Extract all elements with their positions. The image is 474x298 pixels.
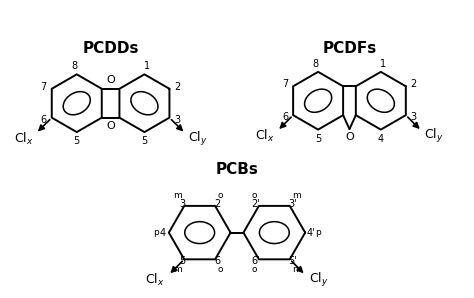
Text: 7: 7 (282, 79, 288, 89)
Text: m: m (173, 191, 182, 201)
Text: 3: 3 (174, 115, 181, 125)
Text: 3': 3' (288, 199, 297, 209)
Text: p: p (154, 228, 159, 237)
Text: PCDDs: PCDDs (82, 41, 139, 56)
Text: Cl$_x$: Cl$_x$ (145, 272, 164, 288)
Text: 2: 2 (214, 199, 220, 209)
Text: Cl$_x$: Cl$_x$ (255, 128, 274, 144)
Text: PCBs: PCBs (216, 162, 258, 177)
Text: Cl$_y$: Cl$_y$ (424, 127, 444, 145)
Text: 1: 1 (144, 61, 150, 72)
Text: 7: 7 (41, 82, 47, 92)
Text: 8: 8 (71, 61, 77, 72)
Text: 5': 5' (288, 256, 297, 266)
Text: 5: 5 (179, 256, 185, 266)
Text: 5: 5 (141, 136, 147, 146)
Text: 5: 5 (315, 134, 321, 144)
Text: O: O (106, 75, 115, 85)
Text: Cl$_y$: Cl$_y$ (310, 271, 329, 289)
Text: 4': 4' (307, 228, 316, 238)
Text: 2: 2 (174, 82, 181, 92)
Text: 6: 6 (214, 256, 220, 266)
Text: 1: 1 (380, 59, 386, 69)
Text: 2': 2' (252, 199, 260, 209)
Text: Cl$_x$: Cl$_x$ (14, 131, 33, 147)
Text: Cl$_y$: Cl$_y$ (188, 130, 208, 148)
Text: 3: 3 (411, 112, 417, 122)
Text: 5: 5 (73, 136, 80, 146)
Text: 4: 4 (160, 228, 166, 238)
Text: o: o (251, 191, 256, 201)
Text: 3: 3 (179, 199, 185, 209)
Text: 6': 6' (252, 256, 260, 266)
Text: 6: 6 (41, 115, 47, 125)
Text: O: O (345, 131, 354, 142)
Text: o: o (218, 191, 223, 201)
Text: m: m (292, 265, 301, 274)
Text: O: O (106, 121, 115, 131)
Text: p: p (315, 228, 320, 237)
Text: o: o (251, 265, 256, 274)
Text: o: o (218, 265, 223, 274)
Text: PCDFs: PCDFs (322, 41, 377, 56)
Text: 6: 6 (282, 112, 288, 122)
Text: 8: 8 (312, 59, 319, 69)
Text: m: m (173, 265, 182, 274)
Text: m: m (292, 191, 301, 201)
Text: 4: 4 (378, 134, 384, 144)
Text: 2: 2 (410, 79, 417, 89)
